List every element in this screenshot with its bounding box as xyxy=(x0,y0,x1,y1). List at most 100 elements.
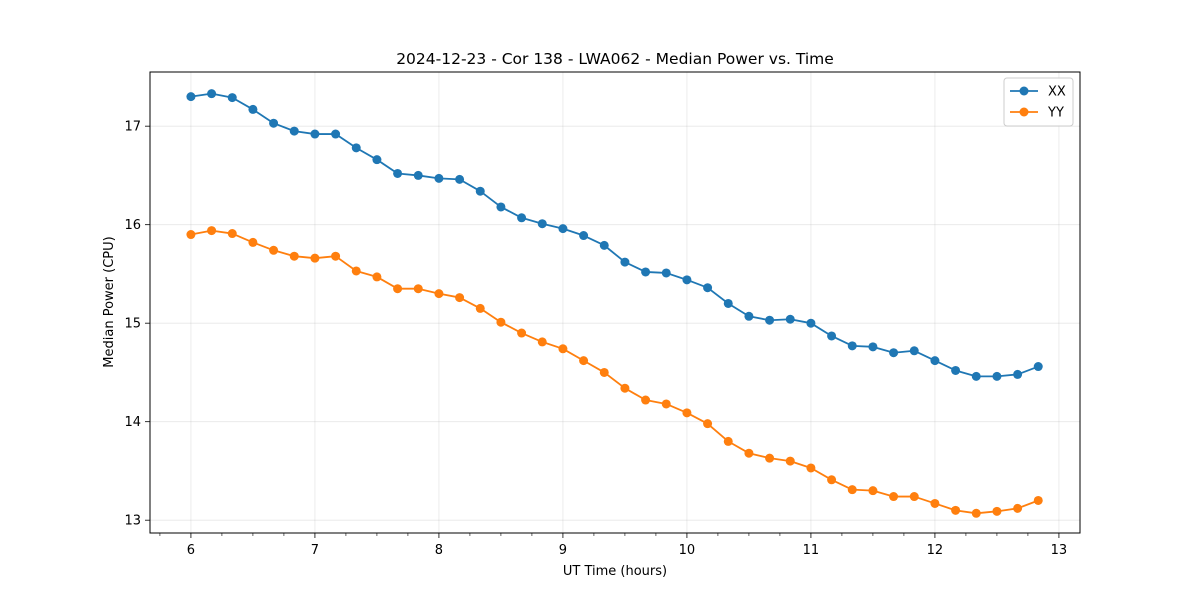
legend-marker-yy xyxy=(1019,107,1029,117)
data-point-yy xyxy=(909,492,919,502)
data-point-yy xyxy=(517,328,527,338)
data-point-xx xyxy=(372,155,382,165)
data-point-xx xyxy=(393,168,403,178)
y-tick-label: 15 xyxy=(124,317,141,332)
y-tick-label: 16 xyxy=(124,218,141,233)
data-point-yy xyxy=(455,293,465,303)
data-point-yy xyxy=(537,337,547,347)
data-point-yy xyxy=(682,408,692,418)
data-point-xx xyxy=(455,174,465,184)
data-point-xx xyxy=(992,371,1002,381)
x-tick-label: 8 xyxy=(435,543,443,558)
x-tick-label: 9 xyxy=(559,543,567,558)
series-xx xyxy=(186,89,1043,381)
y-tick-label: 14 xyxy=(124,415,141,430)
data-point-yy xyxy=(1033,495,1043,505)
data-point-yy xyxy=(765,453,775,463)
data-point-xx xyxy=(351,143,361,153)
data-point-xx xyxy=(703,283,713,293)
data-point-xx xyxy=(1033,362,1043,372)
data-point-xx xyxy=(847,341,857,351)
data-point-xx xyxy=(517,213,527,223)
data-point-xx xyxy=(661,268,671,278)
series-yy xyxy=(186,226,1043,518)
data-point-xx xyxy=(331,129,341,139)
data-point-yy xyxy=(434,289,444,299)
data-point-xx xyxy=(475,186,485,196)
data-point-xx xyxy=(207,89,217,99)
data-point-xx xyxy=(310,129,320,139)
legend-label-yy: YY xyxy=(1047,106,1064,121)
data-point-xx xyxy=(744,311,754,321)
data-point-yy xyxy=(992,506,1002,516)
data-point-xx xyxy=(909,346,919,356)
data-point-xx xyxy=(785,314,795,324)
x-tick-label: 11 xyxy=(803,543,820,558)
data-point-yy xyxy=(868,486,878,496)
legend-label-xx: XX xyxy=(1048,85,1066,100)
data-point-yy xyxy=(806,463,816,473)
data-point-xx xyxy=(1013,369,1023,379)
data-point-xx xyxy=(723,298,733,308)
data-point-xx xyxy=(806,318,816,328)
data-point-yy xyxy=(703,419,713,429)
data-point-xx xyxy=(558,224,568,234)
x-tick-label: 12 xyxy=(927,543,944,558)
data-point-yy xyxy=(310,253,320,263)
data-point-yy xyxy=(207,226,217,236)
x-tick-label: 10 xyxy=(679,543,696,558)
y-tick-label: 13 xyxy=(124,514,141,529)
data-point-yy xyxy=(744,448,754,458)
series-layer xyxy=(186,89,1043,518)
data-point-xx xyxy=(971,371,981,381)
y-tick-label: 17 xyxy=(124,120,141,135)
data-point-xx xyxy=(579,231,589,241)
data-point-xx xyxy=(248,104,258,114)
data-point-yy xyxy=(269,245,279,255)
legend: XX YY xyxy=(1003,77,1074,127)
data-point-xx xyxy=(620,257,630,267)
data-point-xx xyxy=(537,219,547,229)
legend-marker-xx xyxy=(1019,86,1029,96)
data-point-yy xyxy=(785,456,795,466)
data-point-xx xyxy=(930,356,940,366)
data-point-yy xyxy=(393,284,403,294)
data-point-xx xyxy=(413,170,423,180)
x-tick-label: 13 xyxy=(1051,543,1068,558)
data-point-xx xyxy=(289,126,299,136)
data-point-yy xyxy=(599,367,609,377)
data-point-xx xyxy=(682,275,692,285)
x-tick-label: 6 xyxy=(187,543,195,558)
data-point-xx xyxy=(227,93,237,103)
x-axis-label: UT Time (hours) xyxy=(563,564,667,579)
data-point-yy xyxy=(289,251,299,261)
data-point-yy xyxy=(496,317,506,327)
data-point-yy xyxy=(1013,503,1023,513)
data-point-xx xyxy=(269,118,279,128)
plot-frame xyxy=(149,71,1081,534)
data-point-yy xyxy=(558,344,568,354)
data-point-yy xyxy=(227,229,237,239)
data-point-xx xyxy=(186,92,196,102)
data-point-xx xyxy=(951,365,961,375)
data-point-xx xyxy=(599,240,609,250)
ticks: 6 7 8 9 10 11 12 13 13 14 15 16 17 xyxy=(124,120,1067,558)
data-point-yy xyxy=(579,356,589,366)
data-point-yy xyxy=(889,492,899,502)
data-point-xx xyxy=(434,173,444,183)
data-point-yy xyxy=(186,230,196,240)
data-point-yy xyxy=(620,383,630,393)
data-point-yy xyxy=(847,485,857,495)
data-point-yy xyxy=(413,284,423,294)
data-point-yy xyxy=(930,498,940,508)
data-point-yy xyxy=(661,399,671,409)
data-point-yy xyxy=(971,508,981,518)
chart-title: 2024-12-23 - Cor 138 - LWA062 - Median P… xyxy=(396,50,834,68)
data-point-xx xyxy=(641,267,651,277)
data-point-xx xyxy=(889,348,899,358)
data-point-yy xyxy=(372,272,382,282)
data-point-yy xyxy=(351,266,361,276)
data-point-yy xyxy=(331,251,341,261)
